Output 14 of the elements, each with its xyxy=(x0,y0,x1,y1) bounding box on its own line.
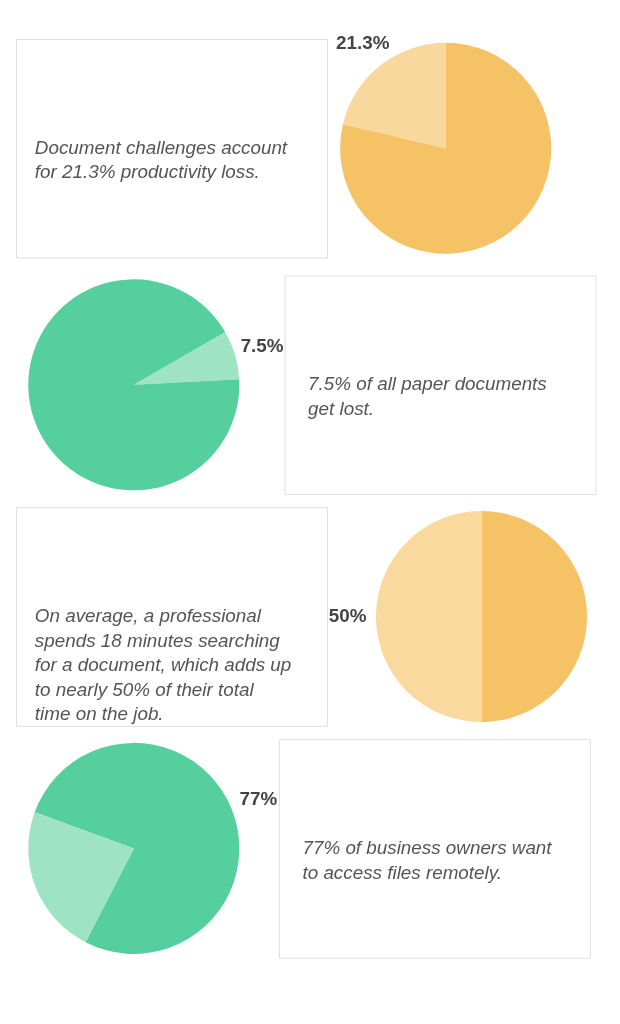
text: On average, a professional spends 18 minutes searching for a document, which adds up to nearly 50% of their total time on the job. xyxy=(34,605,292,725)
data-label: 7.5% xyxy=(240,335,284,357)
pie-slice xyxy=(28,279,240,491)
text: 77% of business owners want to access files remotely. xyxy=(302,837,553,883)
pie-slice xyxy=(376,511,482,723)
data-label: 50% xyxy=(328,605,367,627)
pie-slice xyxy=(28,812,134,943)
pie-slice xyxy=(34,743,240,954)
pie-slice xyxy=(481,511,587,723)
text: Document challenges account for 21.3% productivity loss. xyxy=(34,136,288,183)
data-label: 21.3% xyxy=(335,32,390,54)
text: 7.5% of all paper documents get lost. xyxy=(308,373,548,419)
pie-slice xyxy=(133,332,240,385)
data-label: 77% xyxy=(239,788,278,810)
